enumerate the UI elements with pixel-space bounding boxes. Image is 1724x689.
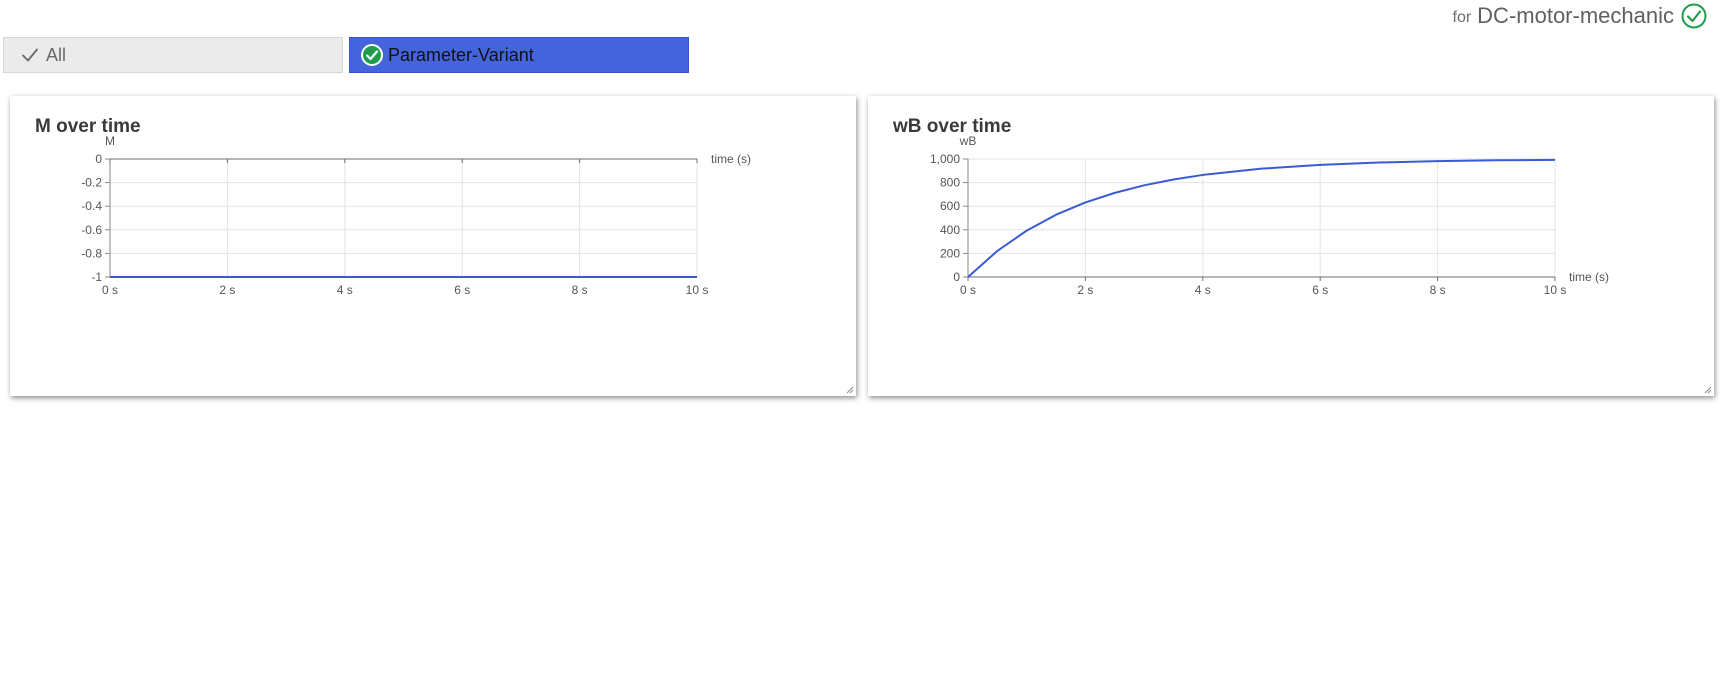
tab-parameter-variant-label: Parameter-Variant [388,44,534,65]
series-line [967,158,1556,278]
chart-title: M over time [35,116,141,137]
m-over-time-chart: 0 s 2 s 4 s 6 s 8 s 10 s 0 -0.2 -0.4 -0.6 -0.8 -1 Mt… [81,134,751,297]
checkmark-icon [22,48,38,62]
x-tick-label: 8 s [1430,283,1446,297]
tab-parameter-variant[interactable]: Parameter-Variant [349,37,689,73]
y-tick-label: 1,000 [930,152,960,166]
resize-handle-icon[interactable] [1704,386,1712,394]
y-tick-label: 0 [95,152,102,166]
chart-card-m: M over time 0 s 2 s 4 s 6 s 8 s 10 s 0 -0.2 -0.4… [10,96,856,396]
check-circle-outline-icon [1681,3,1707,29]
y-tick-label: 400 [940,223,960,237]
x-tick-label: 10 s [686,283,709,297]
model-target: for DC-motor-mechanic [1453,2,1709,30]
x-tick-label: 6 s [454,283,470,297]
y-tick-label: -1 [91,270,102,284]
y-tick-label: -0.8 [81,246,102,260]
y-tick-label: 800 [940,176,960,190]
x-tick-label: 10 s [1544,283,1567,297]
resize-handle-icon[interactable] [846,386,854,394]
chart-title: wB over time [893,116,1012,137]
y-tick-label: 0 [953,270,960,284]
tab-all[interactable]: All [3,37,343,73]
for-label: for [1452,9,1472,26]
x-tick-label: 0 s [102,283,118,297]
x-tick-label: 4 s [1195,283,1211,297]
x-axis-label: time (s) [1569,270,1609,284]
chart-card-wb: wB over time 0 s 2 s 4 s 6 s 8 s 10 s 1,000 800… [868,96,1714,396]
x-tick-label: 6 s [1312,283,1328,297]
model-name[interactable]: DC-motor-mechanic [1477,3,1674,28]
x-tick-label: 4 s [337,283,353,297]
x-tick-label: 2 s [219,283,235,297]
check-circle-icon [361,44,383,66]
y-tick-label: -0.6 [81,223,102,237]
tab-all-label: All [46,44,67,65]
y-tick-label: -0.2 [81,176,102,190]
y-axis-label: wB [959,134,977,148]
variant-tabs: All Parameter-Variant [3,37,689,73]
y-tick-label: 600 [940,199,960,213]
x-tick-label: 0 s [960,283,976,297]
x-tick-label: 8 s [572,283,588,297]
y-axis-label: M [105,134,115,148]
wb-over-time-chart: 0 s 2 s 4 s 6 s 8 s 10 s 1,000 800 600 400 200 0 wB t… [930,134,1609,297]
y-tick-label: 200 [940,246,960,260]
x-tick-label: 2 s [1077,283,1093,297]
y-tick-label: -0.4 [81,199,102,213]
x-axis-label: time (s) [711,152,751,166]
